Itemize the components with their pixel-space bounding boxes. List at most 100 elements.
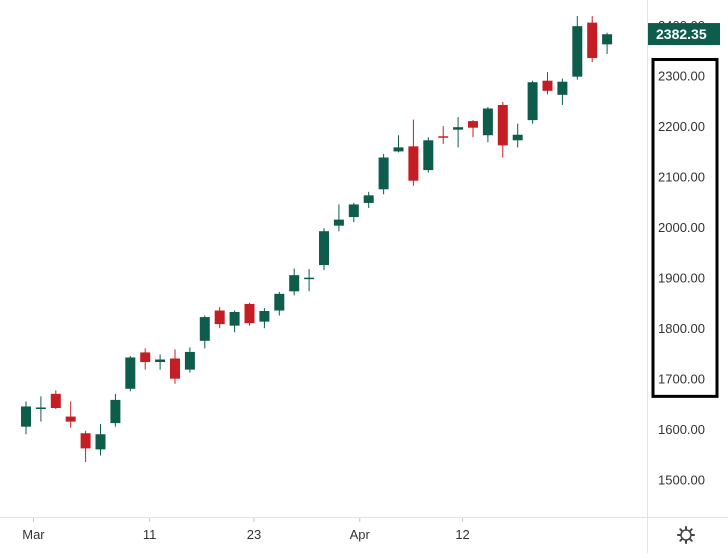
candle[interactable]: [602, 32, 613, 54]
y-tick-label: 1700.00: [658, 372, 705, 387]
candle-body: [393, 147, 404, 152]
candle[interactable]: [259, 307, 270, 329]
candle-body: [453, 127, 464, 130]
candle-body: [512, 134, 523, 141]
y-tick-label: 2300.00: [658, 69, 705, 84]
last-price-tag-background: [648, 23, 720, 46]
candle[interactable]: [408, 119, 419, 186]
candles-layer: [21, 16, 613, 463]
candle[interactable]: [363, 191, 374, 208]
candle-body: [438, 136, 449, 138]
candle-body: [80, 433, 91, 449]
x-tick-label: Apr: [350, 527, 371, 542]
x-tick-label: Mar: [22, 527, 45, 542]
candle-body: [155, 359, 166, 363]
candle[interactable]: [80, 430, 91, 463]
candle-body: [35, 407, 46, 409]
candle[interactable]: [348, 202, 359, 223]
candle-body: [229, 312, 240, 326]
candle[interactable]: [497, 101, 508, 158]
candle[interactable]: [542, 72, 553, 95]
candle[interactable]: [110, 393, 121, 427]
candle-body: [50, 393, 61, 408]
candle-body: [468, 121, 478, 128]
candle[interactable]: [140, 348, 151, 370]
x-tick-label: 23: [247, 527, 261, 542]
candle-body: [557, 81, 568, 95]
candle-body: [199, 317, 210, 341]
candle[interactable]: [333, 204, 344, 232]
candle-body: [125, 357, 136, 389]
candle[interactable]: [199, 315, 210, 349]
candle[interactable]: [155, 354, 166, 370]
candle-body: [602, 34, 613, 45]
candle-body: [95, 434, 106, 450]
candle[interactable]: [393, 135, 404, 153]
candle[interactable]: [50, 390, 61, 409]
candle[interactable]: [527, 80, 538, 124]
candle[interactable]: [587, 16, 598, 63]
candle[interactable]: [453, 117, 464, 148]
candle[interactable]: [184, 347, 195, 373]
candle-body: [378, 157, 389, 190]
candle[interactable]: [35, 396, 46, 422]
candle[interactable]: [274, 291, 285, 316]
candle-body: [140, 352, 151, 363]
candle[interactable]: [289, 268, 300, 296]
candle[interactable]: [423, 137, 434, 173]
last-price-label: 2382.35: [656, 26, 707, 42]
candle-body: [319, 231, 329, 266]
y-tick-label: 1500.00: [658, 473, 705, 488]
x-tick-label: 12: [455, 527, 469, 542]
candle[interactable]: [319, 228, 329, 271]
candle-body: [244, 303, 255, 324]
candle-body: [259, 311, 270, 322]
candle[interactable]: [378, 153, 389, 195]
candle[interactable]: [468, 120, 478, 138]
candle[interactable]: [214, 306, 225, 329]
candle-body: [497, 104, 508, 146]
candle[interactable]: [482, 106, 493, 143]
candle[interactable]: [95, 424, 106, 456]
y-tick-label: 1900.00: [658, 271, 705, 286]
candle-body: [408, 146, 419, 181]
candle-body: [423, 140, 434, 171]
y-tick-label: 2100.00: [658, 170, 705, 185]
candle[interactable]: [438, 126, 449, 144]
y-tick-label: 2000.00: [658, 220, 705, 235]
candle-body: [110, 399, 121, 424]
candle-body: [348, 204, 359, 218]
y-tick-label: 2200.00: [658, 119, 705, 134]
candle[interactable]: [229, 310, 240, 333]
candle-body: [333, 219, 344, 226]
candle-body: [572, 26, 583, 77]
candle-body: [214, 310, 225, 325]
gear-icon[interactable]: [677, 526, 695, 544]
candle[interactable]: [125, 355, 136, 392]
candle-body: [184, 351, 195, 370]
candle-body: [363, 195, 374, 203]
candle-body: [289, 275, 300, 292]
candle[interactable]: [170, 349, 180, 384]
candle[interactable]: [65, 401, 76, 428]
candle-body: [65, 416, 76, 422]
last-price-tag: 2382.35: [648, 23, 720, 46]
candle[interactable]: [244, 302, 255, 326]
candle-body: [304, 277, 315, 280]
y-tick-label: 1800.00: [658, 321, 705, 336]
candle-body: [170, 358, 180, 379]
candle[interactable]: [572, 16, 583, 80]
candle-body: [482, 108, 493, 136]
candle[interactable]: [557, 78, 568, 105]
x-tick-label: 11: [143, 527, 157, 542]
price-axis[interactable]: 1500.00 1600.00 1700.00 1800.00 1900.00 2000.…: [658, 18, 705, 488]
time-axis[interactable]: Mar 11 23 Apr 12: [22, 518, 470, 542]
candle[interactable]: [21, 401, 31, 435]
candle[interactable]: [512, 123, 523, 148]
candle[interactable]: [304, 269, 315, 292]
candle-body: [587, 22, 598, 58]
candle-body: [21, 406, 31, 427]
y-tick-label: 1600.00: [658, 422, 705, 437]
